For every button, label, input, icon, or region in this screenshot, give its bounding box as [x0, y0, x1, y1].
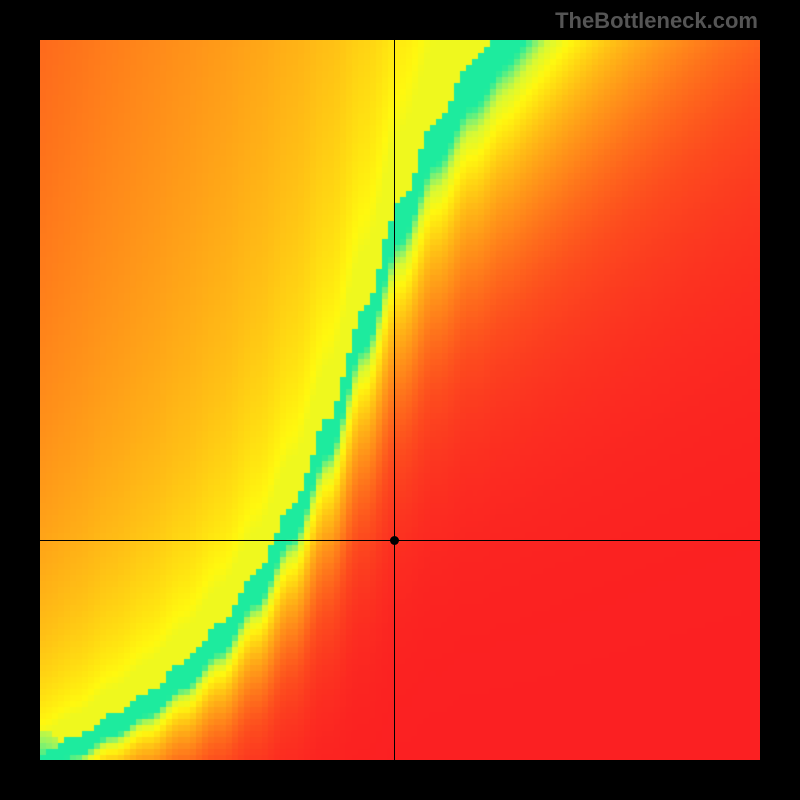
crosshair-horizontal: [40, 540, 760, 541]
heatmap-plot: [40, 40, 760, 760]
watermark-label: TheBottleneck.com: [555, 8, 758, 34]
crosshair-vertical: [394, 40, 395, 760]
marker-point: [390, 536, 399, 545]
chart-container: TheBottleneck.com: [0, 0, 800, 800]
